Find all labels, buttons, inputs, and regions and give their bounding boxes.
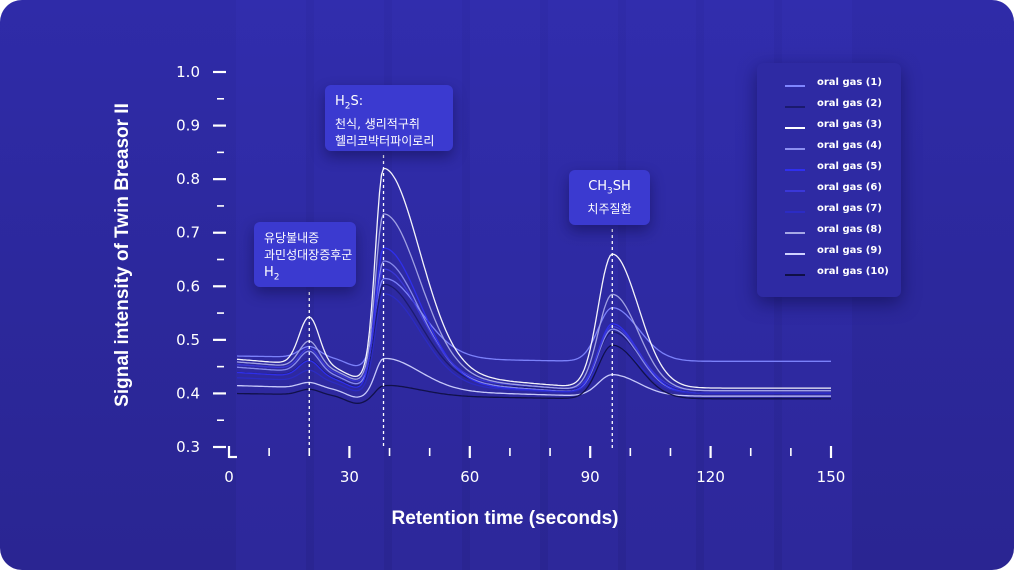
y-tick-label: 0.8	[176, 170, 200, 188]
legend-label: oral gas (4)	[817, 140, 882, 151]
legend-item: oral gas (10)	[757, 264, 901, 285]
legend-label: oral gas (6)	[817, 182, 882, 193]
legend-item: oral gas (5)	[757, 159, 901, 180]
series-line-3	[236, 167, 831, 389]
annotation-formula: H2	[264, 265, 280, 283]
legend-item: oral gas (3)	[757, 117, 901, 138]
y-axis-title: Signal intensity of Twin Breasor II	[112, 103, 133, 407]
legend-label: oral gas (2)	[817, 98, 882, 109]
legend-label: oral gas (3)	[817, 119, 882, 130]
legend-swatch	[785, 211, 805, 213]
legend-swatch	[785, 169, 805, 171]
legend: oral gas (1) oral gas (2) oral gas (3) oral…	[757, 63, 901, 297]
legend-swatch	[785, 148, 805, 150]
x-tick-label: 120	[696, 468, 725, 486]
series-line-7	[236, 293, 831, 395]
x-tick-label: 30	[340, 468, 359, 486]
x-tick-label: 90	[581, 468, 600, 486]
series-line-10	[236, 344, 831, 404]
y-tick-label: 1.0	[176, 63, 200, 81]
y-tick-label: 0.3	[176, 438, 200, 456]
annotation-line: 과민성대장증후군	[264, 248, 353, 262]
series-line-8	[236, 213, 831, 392]
annotation-line: 유당불내증	[264, 231, 320, 245]
background-band	[626, 0, 696, 570]
background-band	[548, 0, 618, 570]
legend-swatch	[785, 127, 805, 129]
x-axis-title: Retention time (seconds)	[392, 508, 619, 529]
series-line-1	[236, 277, 831, 367]
legend-swatch	[785, 274, 805, 276]
legend-label: oral gas (8)	[817, 224, 882, 235]
legend-label: oral gas (5)	[817, 161, 882, 172]
y-tick-label: 0.9	[176, 117, 200, 135]
legend-item: oral gas (2)	[757, 96, 901, 117]
legend-swatch	[785, 190, 805, 192]
legend-item: oral gas (1)	[757, 75, 901, 96]
legend-swatch	[785, 106, 805, 108]
annotation-formula: H2S:	[335, 94, 364, 112]
y-tick-label: 0.4	[176, 384, 200, 402]
x-tick-label: 150	[817, 468, 846, 486]
legend-item: oral gas (8)	[757, 222, 901, 243]
y-axis: 0.3 0.4 0.5 0.6 0.7 0.8 0.9 1.0	[176, 63, 226, 456]
series-line-9	[236, 357, 831, 398]
legend-item: oral gas (4)	[757, 138, 901, 159]
legend-label: oral gas (9)	[817, 245, 882, 256]
legend-item: oral gas (6)	[757, 180, 901, 201]
legend-swatch	[785, 85, 805, 87]
background-band	[470, 0, 540, 570]
annotation-ch3sh: CH3SH 치주질환	[569, 170, 650, 225]
y-tick-label: 0.7	[176, 224, 200, 242]
legend-label: oral gas (7)	[817, 203, 882, 214]
annotation-line: 헬리코박터파이로리	[335, 133, 435, 148]
annotation-line: 치주질환	[587, 201, 632, 216]
y-tick-label: 0.5	[176, 331, 200, 349]
x-tick-label: 60	[460, 468, 479, 486]
legend-label: oral gas (10)	[817, 266, 889, 277]
y-tick-label: 0.6	[176, 277, 200, 295]
legend-swatch	[785, 232, 805, 234]
annotation-formula: CH3SH	[588, 179, 631, 197]
series-lines	[236, 167, 831, 404]
legend-label: oral gas (1)	[817, 77, 882, 88]
legend-item: oral gas (9)	[757, 243, 901, 264]
legend-item: oral gas (7)	[757, 201, 901, 222]
x-axis: 0 30 60 90 120 150	[224, 446, 845, 486]
annotation-line: 천식, 생리적구취	[335, 116, 420, 131]
peak-markers	[308, 155, 613, 448]
legend-swatch	[785, 253, 805, 255]
x-tick-label: 0	[224, 468, 234, 486]
